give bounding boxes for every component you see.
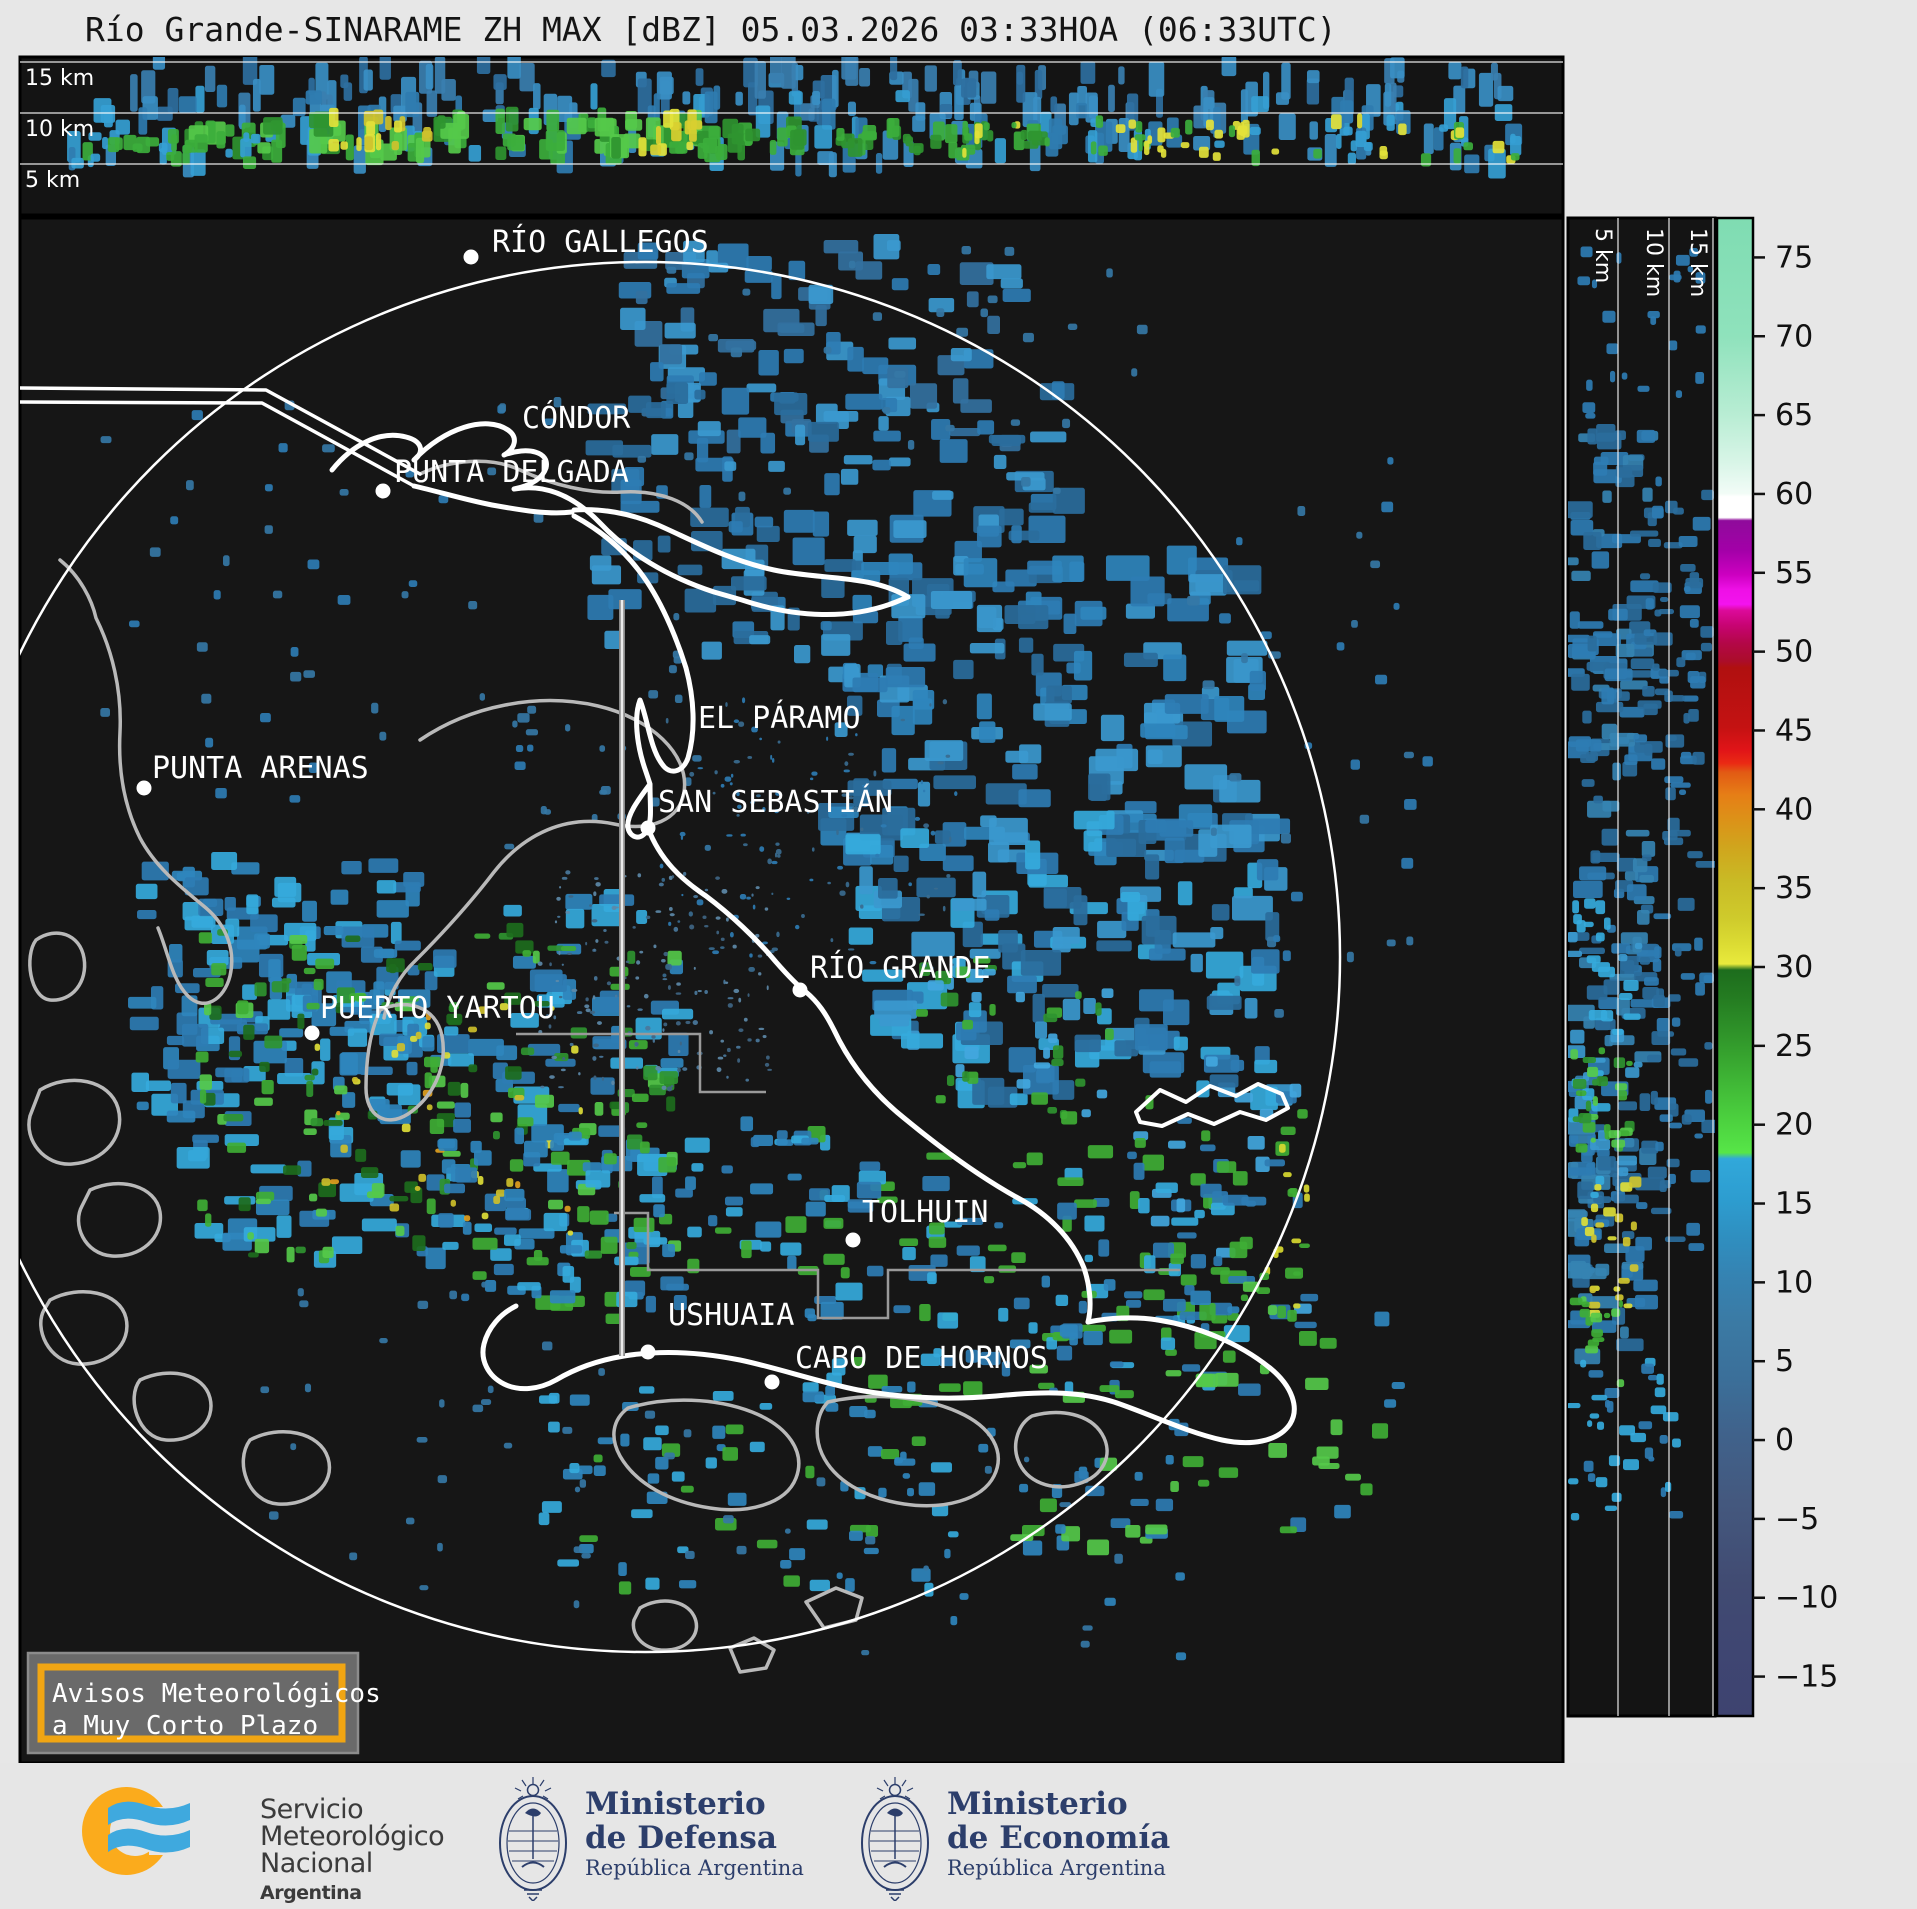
smn-line-3: Nacional [260, 1848, 373, 1879]
colorbar-tick-label: 50 [1775, 635, 1813, 670]
ministerio-economia-logo: Ministerio de Economía República Argenti… [855, 1773, 1285, 1903]
colorbar-tick-label: −5 [1775, 1502, 1819, 1537]
city-dot [845, 1232, 861, 1248]
colorbar-tick-label: 70 [1775, 319, 1813, 354]
colorbar-tick-label: 15 [1775, 1187, 1813, 1222]
colorbar-gradient [1715, 216, 1755, 1718]
colorbar-tick-label: 35 [1775, 871, 1813, 906]
colorbar-tick-label: 60 [1775, 477, 1813, 512]
city-dot [304, 1025, 320, 1041]
city-label: EL PÁRAMO [698, 700, 861, 736]
colorbar-tick-label: 45 [1775, 713, 1813, 748]
smn-logo: Servicio Meteorológico Nacional Argentin… [82, 1778, 502, 1904]
radar-echoes [100, 233, 1433, 1661]
argentina-coat-of-arms-icon [499, 1777, 567, 1902]
city-label: RÍO GRANDE [810, 950, 991, 986]
colorbar-tick-label: 30 [1775, 950, 1813, 985]
city-dot [640, 1344, 656, 1360]
top-profile-panel: 15 km 10 km 5 km [18, 55, 1565, 217]
defensa-line-2: de Defensa [585, 1820, 777, 1856]
altitude-label: 5 km [1590, 228, 1615, 283]
argentina-coat-of-arms-icon [861, 1777, 929, 1902]
top-profile-altitude-axis: 15 km 10 km 5 km [20, 61, 1563, 193]
defensa-line-1: Ministerio [585, 1786, 766, 1822]
smn-country: Argentina [260, 1882, 362, 1904]
colorbar-tick-label: 65 [1775, 398, 1813, 433]
city-label: USHUAIA [668, 1298, 794, 1333]
colorbar-tick-label: −10 [1775, 1581, 1838, 1616]
city-label: PUNTA ARENAS [152, 751, 369, 786]
smn-logo-text: Servicio Meteorológico Nacional Argentin… [260, 1794, 445, 1907]
altitude-label: 10 km [1641, 228, 1666, 297]
altitude-label: 10 km [25, 117, 94, 142]
coastline-gray [27, 459, 1109, 1674]
city-labels: RÍO GALLEGOS CÓNDOR PUNTA DELGADA PUNTA ARE… [136, 224, 1048, 1390]
colorbar-tick-label: 0 [1775, 1423, 1794, 1458]
warning-line-2: a Muy Corto Plazo [52, 1711, 318, 1741]
colorbar-tick-label: −15 [1775, 1660, 1838, 1695]
right-profile-panel: 5 km 10 km 15 km [1566, 216, 1717, 1718]
altitude-label: 15 km [1685, 228, 1710, 297]
main-map-panel: RÍO GALLEGOS CÓNDOR PUNTA DELGADA PUNTA ARE… [18, 216, 1565, 1765]
city-dot [640, 820, 656, 836]
colorbar-tick-label: 75 [1775, 240, 1813, 275]
economia-line-1: Ministerio [947, 1786, 1128, 1822]
colorbar-tick-label: 25 [1775, 1029, 1813, 1064]
smn-line-1: Servicio [260, 1794, 364, 1825]
colorbar-tick-label: 55 [1775, 556, 1813, 591]
ministerio-economia-text: Ministerio de Economía República Argenti… [947, 1787, 1170, 1881]
city-label: TOLHUIN [862, 1195, 988, 1230]
coastline-white [20, 386, 1297, 1446]
ministerio-defensa-logo: Ministerio de Defensa República Argentin… [493, 1773, 923, 1903]
range-ring [20, 260, 1342, 1654]
city-label: PUNTA DELGADA [394, 455, 629, 490]
altitude-label: 5 km [25, 168, 80, 193]
city-dot [463, 249, 479, 265]
warning-banner[interactable]: Avisos Meteorológicos a Muy Corto Plazo [26, 1651, 381, 1755]
defensa-line-3: República Argentina [585, 1856, 804, 1880]
colorbar-tick-label: 5 [1775, 1344, 1794, 1379]
economia-line-3: República Argentina [947, 1856, 1166, 1880]
colorbar-tick-label: 20 [1775, 1108, 1813, 1143]
city-dot [792, 982, 808, 998]
city-dot [136, 780, 152, 796]
city-dot [375, 483, 391, 499]
warning-line-1: Avisos Meteorológicos [52, 1679, 381, 1709]
ministerio-defensa-text: Ministerio de Defensa República Argentin… [585, 1787, 804, 1881]
economia-line-2: de Economía [947, 1820, 1171, 1856]
colorbar-tick-label: 10 [1775, 1265, 1813, 1300]
city-label: PUERTO YARTOU [320, 991, 555, 1026]
smn-logo-icon [82, 1787, 197, 1875]
city-label: SAN SEBASTIÁN [658, 784, 893, 820]
city-label: RÍO GALLEGOS [492, 224, 709, 260]
city-label: CÓNDOR [522, 399, 631, 436]
admin-border-gray [516, 1032, 1180, 1320]
radar-figure: Río Grande-SINARAME ZH MAX [dBZ] 05.03.2… [18, 10, 1838, 1765]
right-profile-altitude-axis: 5 km 10 km 15 km [1590, 218, 1714, 1716]
altitude-label: 15 km [25, 66, 94, 91]
city-label: CABO DE HORNOS [795, 1341, 1048, 1376]
page-title: Río Grande-SINARAME ZH MAX [dBZ] 05.03.2… [85, 10, 1337, 49]
right-profile-echoes [1568, 246, 1715, 1521]
footer: Servicio Meteorológico Nacional Argentin… [0, 1763, 1917, 1909]
smn-line-2: Meteorológico [260, 1821, 445, 1852]
city-dot [764, 1374, 780, 1390]
colorbar-tick-label: 40 [1775, 792, 1813, 827]
